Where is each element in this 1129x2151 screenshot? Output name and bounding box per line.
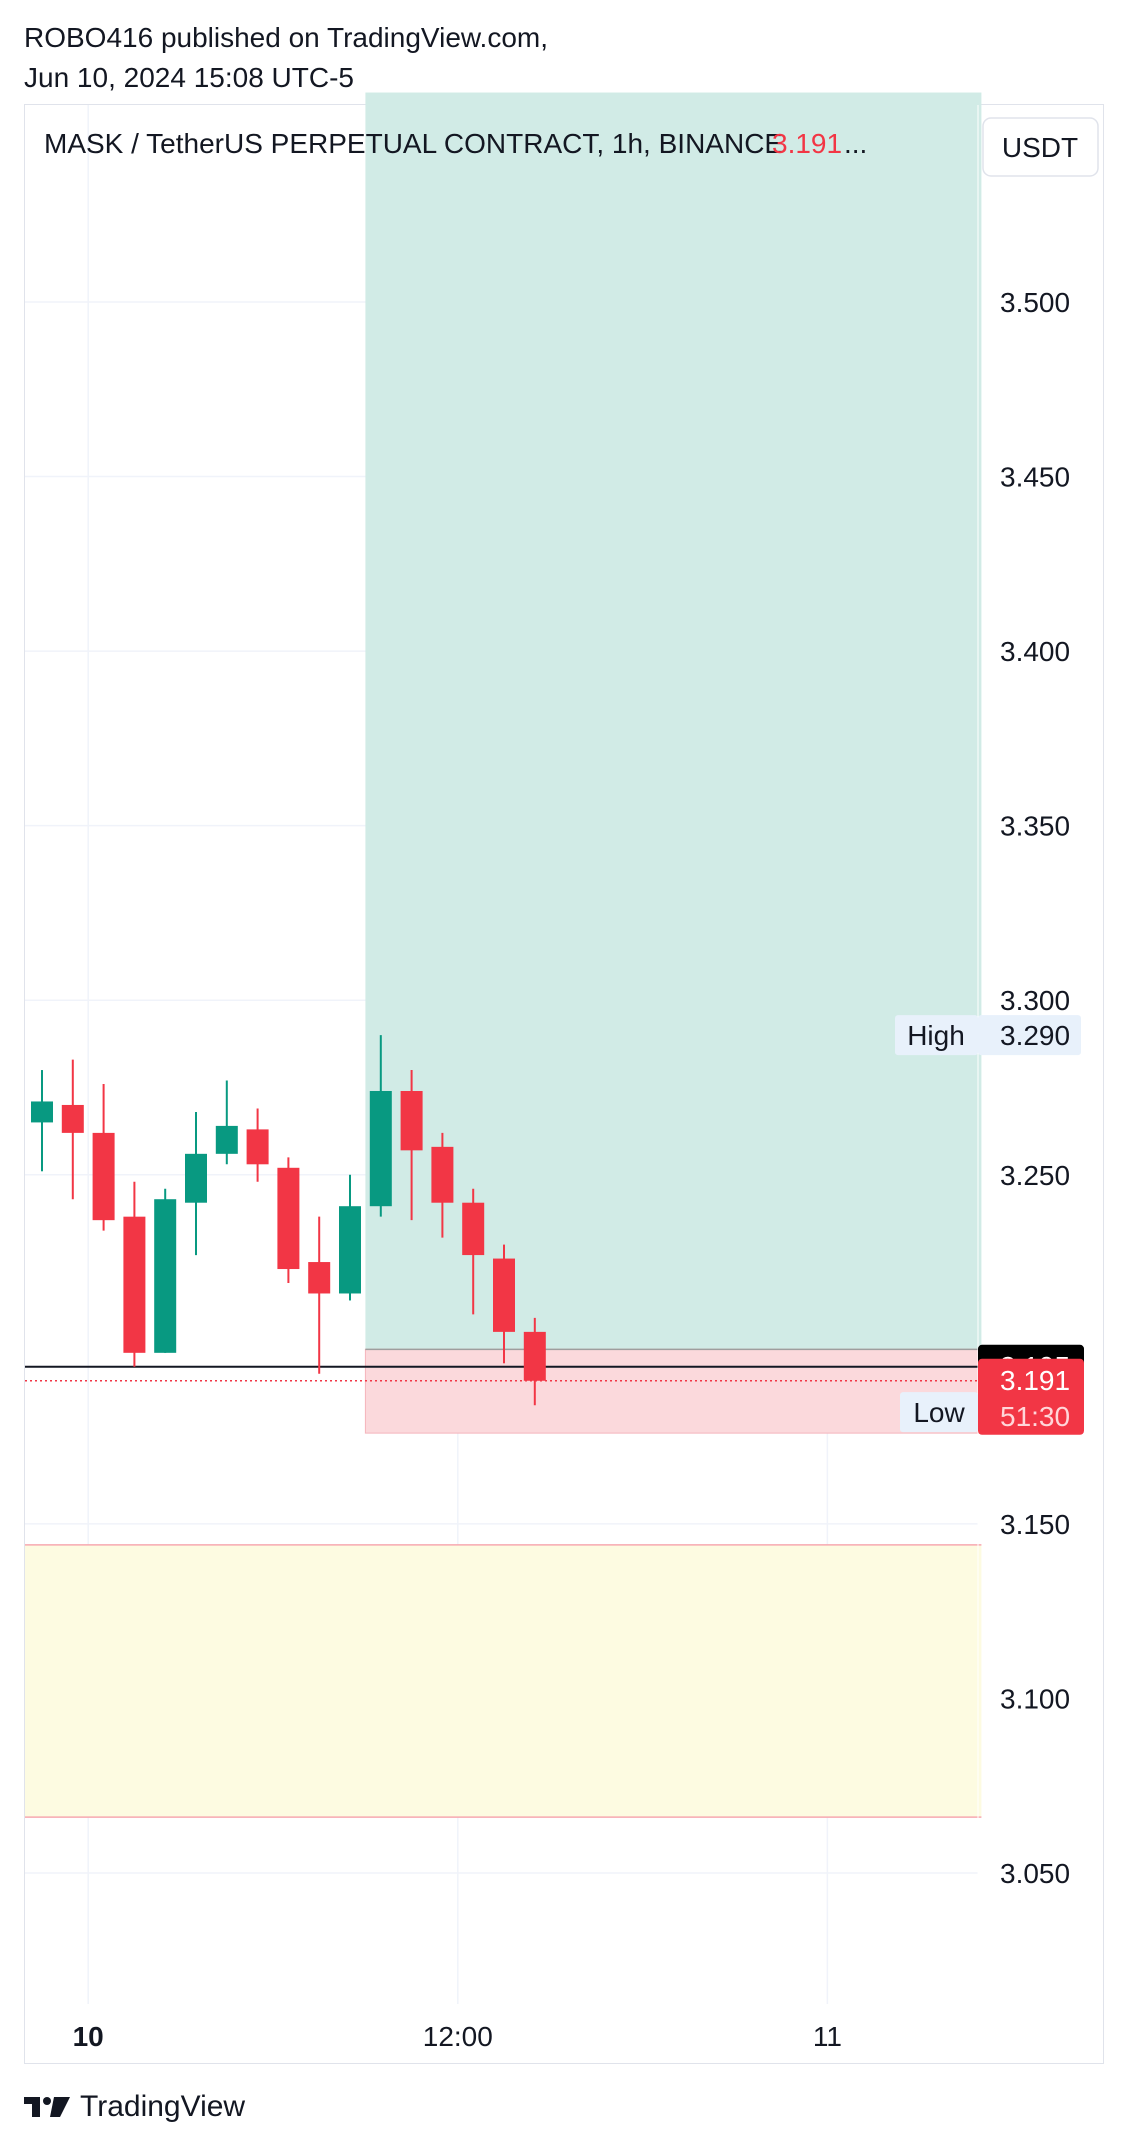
low-label-box <box>900 1392 978 1433</box>
current-price-box <box>978 1358 1084 1435</box>
high-label-box <box>895 1015 978 1056</box>
y-tick-label: 3.450 <box>1000 462 1070 493</box>
candle-body-down[interactable] <box>277 1167 300 1270</box>
y-tick-label: 3.100 <box>1000 1683 1070 1714</box>
stop-zone <box>364 1348 982 1434</box>
currency-button[interactable] <box>982 117 1099 177</box>
y-tick-label: 3.250 <box>1000 1160 1070 1191</box>
publish-info: ROBO416 published on TradingView.com, Ju… <box>24 18 548 98</box>
candle-body-down[interactable] <box>400 1090 423 1151</box>
candle-body-up[interactable] <box>369 1090 392 1207</box>
currency-button-label[interactable]: USDT <box>1002 132 1078 163</box>
legend-title: MASK / TetherUS PERPETUAL CONTRACT, 1h, … <box>44 128 783 159</box>
footer: TradingView <box>24 2090 245 2124</box>
candle-body-down[interactable] <box>431 1146 454 1203</box>
y-tick-label: 3.400 <box>1000 636 1070 667</box>
legend-ellipsis: ... <box>844 128 867 159</box>
candle-body-down[interactable] <box>61 1104 84 1133</box>
x-tick-label: 12:00 <box>423 2021 493 2052</box>
candle-body-down[interactable] <box>123 1216 146 1353</box>
candle-body-down[interactable] <box>493 1258 515 1332</box>
candle-body-up[interactable] <box>185 1153 207 1203</box>
candle-body-up[interactable] <box>31 1101 53 1123</box>
x-tick-label: 11 <box>813 2021 842 2052</box>
candle-body-down[interactable] <box>523 1331 546 1381</box>
candle-body-up[interactable] <box>154 1199 177 1353</box>
high-value-box <box>978 1015 1081 1056</box>
countdown-timer: 51:30 <box>1000 1401 1070 1432</box>
candle-body-down[interactable] <box>92 1132 115 1221</box>
candle-body-down[interactable] <box>308 1262 331 1294</box>
target-zone <box>365 92 982 1350</box>
candle-body-down[interactable] <box>246 1129 269 1165</box>
legend-price: 3.191 <box>772 128 842 159</box>
x-tick-label: 10 <box>73 2021 104 2052</box>
publish-date: Jun 10, 2024 15:08 UTC-5 <box>24 62 354 93</box>
high-value: 3.290 <box>1000 1020 1070 1051</box>
footer-brand: TradingView <box>80 2090 246 2123</box>
low-label: Low <box>913 1397 965 1428</box>
y-tick-label: 3.150 <box>1000 1509 1070 1540</box>
candle-body-up[interactable] <box>215 1125 238 1154</box>
y-tick-label: 3.050 <box>1000 1858 1070 1889</box>
y-tick-label: 3.500 <box>1000 287 1070 318</box>
tradingview-logo-icon <box>24 2097 70 2117</box>
yellow-zone <box>25 1544 982 1818</box>
candle-body-down[interactable] <box>462 1202 485 1256</box>
y-tick-label: 3.350 <box>1000 811 1070 842</box>
candle-body-up[interactable] <box>339 1206 361 1294</box>
high-label: High <box>907 1020 965 1051</box>
current-price-value: 3.191 <box>1000 1365 1070 1396</box>
y-tick-label: 3.300 <box>1000 985 1070 1016</box>
publisher-line: ROBO416 published on TradingView.com, <box>24 22 549 53</box>
